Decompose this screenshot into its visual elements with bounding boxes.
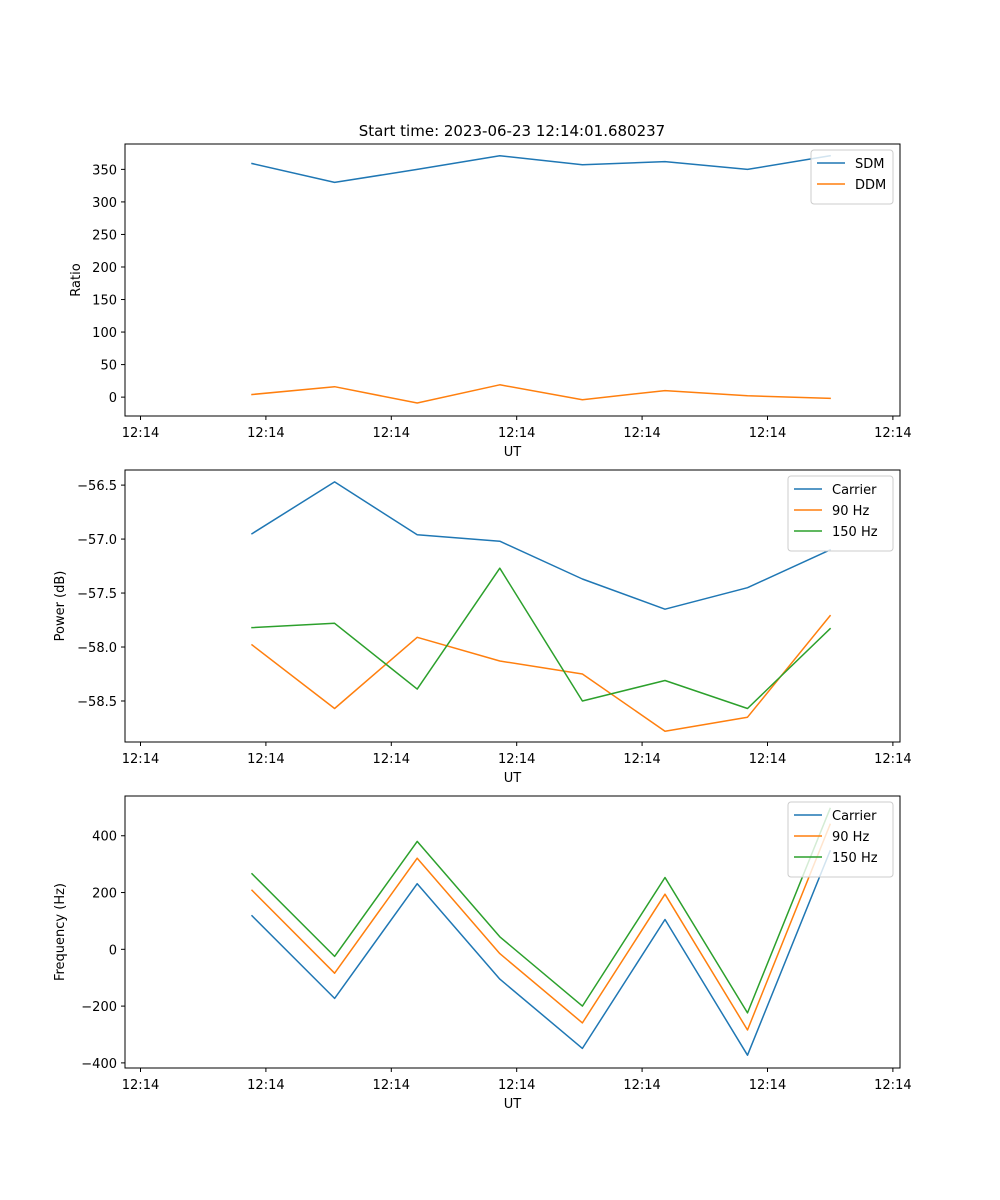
x-axis-label: UT <box>504 771 522 786</box>
y-tick-label: −200 <box>81 1000 117 1015</box>
series-line-150-hz <box>251 567 832 710</box>
x-tick-label: 12:14 <box>749 752 786 767</box>
y-tick-label: −58.0 <box>77 641 117 656</box>
y-tick-label: 200 <box>92 261 117 276</box>
y-axis-label: Power (dB) <box>53 571 68 642</box>
x-tick-label: 12:14 <box>247 1078 284 1093</box>
x-tick-label: 12:14 <box>373 426 410 441</box>
y-tick-label: −57.0 <box>77 533 117 548</box>
legend-label: 150 Hz <box>832 525 878 540</box>
legend-label: SDM <box>855 157 884 172</box>
series-line-150-hz <box>250 807 832 1014</box>
y-tick-label: −56.5 <box>77 479 117 494</box>
x-tick-label: 12:14 <box>498 752 535 767</box>
figure-title: Start time: 2023-06-23 12:14:01.680237 <box>359 122 665 140</box>
x-tick-label: 12:14 <box>247 426 284 441</box>
y-axis-label: Frequency (Hz) <box>53 883 68 981</box>
x-tick-label: 12:14 <box>749 1078 786 1093</box>
panel-3: 12:1412:1412:1412:1412:1412:1412:1412:15… <box>53 795 1000 1112</box>
series-line-carrier <box>250 849 832 1056</box>
x-tick-label: 12:14 <box>874 752 911 767</box>
legend: Carrier 90 Hz 150 Hz <box>787 475 894 552</box>
plot-frame <box>124 143 901 417</box>
legend-box <box>787 475 894 552</box>
legend: SDM DDM <box>810 149 894 205</box>
y-tick-label: 400 <box>92 830 117 845</box>
x-tick-label: 12:14 <box>498 1078 535 1093</box>
x-tick-label: 12:14 <box>373 752 410 767</box>
x-axis-label: UT <box>504 445 522 460</box>
x-tick-label: 12:14 <box>122 1078 159 1093</box>
legend-label: Carrier <box>832 483 877 498</box>
y-tick-label: 250 <box>92 228 117 243</box>
legend-label: 90 Hz <box>832 504 869 519</box>
x-tick-label: 12:14 <box>749 426 786 441</box>
x-tick-label: 12:14 <box>623 752 660 767</box>
x-tick-label: 12:14 <box>623 1078 660 1093</box>
y-tick-label: −400 <box>81 1057 117 1072</box>
x-tick-label: 12:14 <box>498 426 535 441</box>
plot-frame <box>124 795 901 1069</box>
x-tick-label: 12:14 <box>122 752 159 767</box>
y-tick-label: −57.5 <box>77 587 117 602</box>
x-tick-label: 12:14 <box>247 752 284 767</box>
series-line-carrier <box>250 481 832 610</box>
y-tick-label: 100 <box>92 326 117 341</box>
x-tick-label: 12:14 <box>623 426 660 441</box>
x-tick-label: 12:14 <box>874 1078 911 1093</box>
y-tick-label: 300 <box>92 196 117 211</box>
series-line-90-hz <box>250 614 832 732</box>
series-line-ddm <box>251 384 831 404</box>
panel-2: 12:1412:1412:1412:1412:1412:1412:1412:15… <box>53 469 1000 786</box>
y-tick-label: 0 <box>109 391 117 406</box>
y-axis-label: Ratio <box>69 263 84 296</box>
legend-label: 150 Hz <box>832 851 878 866</box>
panel-1: 12:1412:1412:1412:1412:1412:1412:1412:15… <box>69 143 1000 460</box>
y-tick-label: 50 <box>100 359 117 374</box>
x-tick-label: 12:14 <box>874 426 911 441</box>
legend-label: Carrier <box>832 809 877 824</box>
plot-frame <box>124 469 901 743</box>
legend: Carrier 90 Hz 150 Hz <box>787 801 894 878</box>
x-tick-label: 12:14 <box>373 1078 410 1093</box>
legend-box <box>787 801 894 878</box>
y-tick-label: 150 <box>92 294 117 309</box>
y-tick-label: 0 <box>109 943 117 958</box>
x-tick-label: 12:14 <box>122 426 159 441</box>
legend-label: 90 Hz <box>832 830 869 845</box>
x-axis-label: UT <box>504 1097 522 1112</box>
legend-label: DDM <box>855 178 886 193</box>
y-tick-label: 200 <box>92 887 117 902</box>
series-line-sdm <box>251 154 831 184</box>
y-tick-label: −58.5 <box>77 695 117 710</box>
y-tick-label: 350 <box>92 163 117 178</box>
series-line-90-hz <box>250 823 832 1031</box>
